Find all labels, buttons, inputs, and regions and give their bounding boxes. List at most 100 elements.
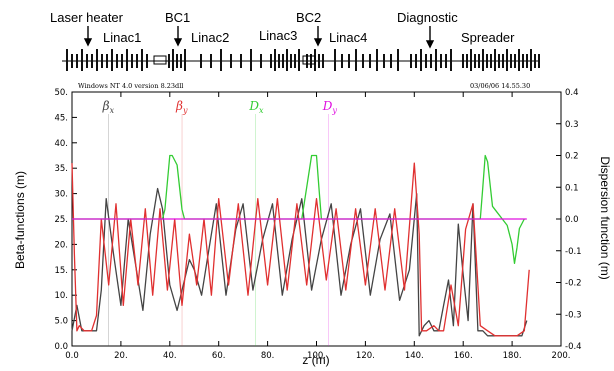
- y-tick-label: 20.: [54, 240, 68, 250]
- y2-tick-label: -0.3: [565, 310, 582, 320]
- magnet-element: [310, 54, 312, 68]
- magnet-element: [474, 54, 476, 68]
- magnet-element: [334, 49, 336, 71]
- y-tick-label: 10.: [54, 291, 68, 301]
- label-linac3: Linac3: [259, 28, 297, 43]
- magnet-element: [518, 49, 520, 71]
- y-axis-label: Beta-functions (m): [13, 171, 27, 269]
- x-tick-label: 120.: [356, 351, 375, 361]
- magnet-element: [440, 54, 442, 68]
- magnet-element: [172, 49, 174, 71]
- magnet-element: [210, 54, 212, 68]
- magnet-element: [355, 49, 357, 71]
- y2-tick-label: 0.2: [565, 152, 579, 162]
- magnet-element: [260, 54, 262, 68]
- magnet-element: [71, 54, 73, 68]
- magnet-lattice: [66, 49, 540, 71]
- y2-tick-label: -0.4: [565, 342, 582, 352]
- magnet-element: [376, 49, 378, 71]
- y-tick-label: 50.: [54, 88, 68, 98]
- magnet-element: [498, 54, 500, 68]
- magnet-element: [322, 54, 324, 68]
- legend-entry: βx: [102, 99, 115, 115]
- legend: βx βy Dx Dy: [102, 99, 338, 346]
- magnet-element: [270, 54, 272, 68]
- legend-entry: Dy: [322, 99, 338, 115]
- y-tick-label: 25.: [54, 215, 68, 225]
- y2-tick-label: 0.3: [565, 120, 579, 130]
- x-tick-label: 100.: [307, 351, 326, 361]
- data-curves: [71, 154, 530, 337]
- label-linac2: Linac2: [191, 30, 229, 45]
- x-tick-label: 180.: [503, 351, 522, 361]
- magnet-element: [298, 49, 300, 71]
- magnet-element: [106, 54, 108, 68]
- magnet-element: [96, 49, 98, 71]
- label-spreader: Spreader: [461, 30, 515, 45]
- component-arrows: [83, 26, 435, 49]
- magnet-element: [86, 54, 88, 68]
- magnet-element: [445, 54, 447, 68]
- magnet-element: [121, 54, 123, 68]
- magnet-element: [538, 54, 540, 68]
- magnet-element: [146, 54, 148, 68]
- magnet-element: [522, 54, 524, 68]
- magnet-element: [184, 49, 186, 71]
- magnet-element: [506, 49, 508, 71]
- magnet-element: [290, 54, 292, 68]
- magnet-element: [294, 54, 296, 68]
- magnet-element: [250, 49, 252, 71]
- header-right-note: 03/06/06 14.55.30: [470, 82, 530, 90]
- magnet-element: [282, 54, 284, 68]
- x-tick-label: 60.: [212, 351, 226, 361]
- y2-axis-label: Dispersion function (m): [598, 156, 612, 279]
- label-laser-heater: Laser heater: [50, 10, 124, 25]
- y-tick-label: 45.: [54, 113, 68, 123]
- magnet-element: [420, 49, 422, 71]
- y2-tick-label: -0.1: [565, 247, 582, 257]
- magnet-element: [180, 54, 182, 68]
- x-tick-label: 0.0: [65, 351, 79, 361]
- magnet-element: [514, 54, 516, 68]
- magnet-element: [534, 54, 536, 68]
- y2-tick-label: 0.0: [565, 215, 579, 225]
- magnet-element: [490, 54, 492, 68]
- magnet-element: [66, 49, 68, 71]
- magnet-element: [176, 54, 178, 68]
- magnet-element: [435, 49, 437, 71]
- header-left-note: Windows NT 4.0 version 8.23dll: [78, 82, 183, 90]
- magnet-element: [76, 54, 78, 68]
- magnet-element: [126, 49, 128, 71]
- x-tick-label: 80.: [261, 351, 275, 361]
- component-arrow-head: [425, 40, 435, 49]
- magnet-element: [430, 54, 432, 68]
- magnet-element: [510, 54, 512, 68]
- magnet-element: [136, 54, 138, 68]
- magnet-element: [111, 49, 113, 71]
- y2-tick-label: 0.1: [565, 183, 579, 193]
- magnet-element: [278, 54, 280, 68]
- magnet-element: [415, 54, 417, 68]
- label-bc1: BC1: [165, 10, 190, 25]
- magnet-element: [274, 49, 276, 71]
- x-tick-label: 140.: [405, 351, 424, 361]
- magnet-element: [230, 54, 232, 68]
- magnet-element: [502, 54, 504, 68]
- magnet-element: [168, 54, 170, 68]
- y-tick-label: 0.0: [54, 342, 68, 352]
- magnet-element: [240, 54, 242, 68]
- magnet-element: [220, 49, 222, 71]
- magnet-element: [482, 49, 484, 71]
- y-tick-label: 40.: [54, 139, 68, 149]
- magnet-element: [306, 54, 308, 68]
- magnet-element: [362, 54, 364, 68]
- magnet-element: [526, 54, 528, 68]
- magnet-element: [390, 54, 392, 68]
- beamline-schematic: Laser heater BC1 Linac1 Linac2 BC2 Linac…: [50, 10, 540, 71]
- component-arrow-head: [173, 38, 183, 47]
- magnet-element: [341, 54, 343, 68]
- label-linac1: Linac1: [103, 30, 141, 45]
- magnet-element: [494, 49, 496, 71]
- magnet-element: [200, 54, 202, 68]
- label-diagnostic: Diagnostic: [397, 10, 458, 25]
